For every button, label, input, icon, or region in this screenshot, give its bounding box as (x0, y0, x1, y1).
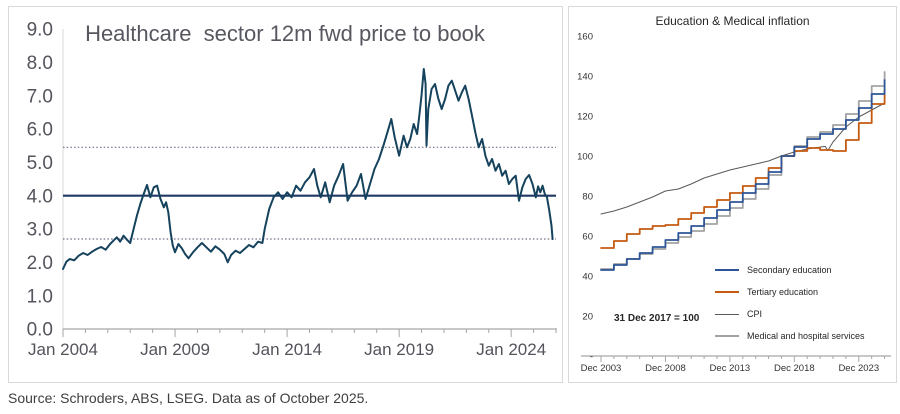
x-tick-label: Jan 2019 (364, 340, 434, 359)
legend-item: Tertiary education (715, 281, 865, 303)
healthcare-chart-plot: Jan 2004 Jan 2009 Jan 2014 Jan 2019 Jan 2024… (27, 20, 557, 359)
y-tick-label: 20 (582, 311, 593, 322)
y-tick-label: 40 (582, 271, 593, 282)
x-tick-label: Dec 2008 (645, 363, 686, 374)
x-tick-label: Jan 2024 (476, 340, 546, 359)
series-line-tertiary-education (600, 89, 886, 249)
x-tick-label: Dec 2003 (581, 363, 622, 374)
y-tick-label: 80 (582, 191, 593, 202)
index-base-note: 31 Dec 2017 = 100 (614, 313, 700, 324)
y-tick-label: 3.0 (27, 220, 53, 241)
x-tick-label: Dec 2013 (710, 363, 751, 374)
legend-swatch (715, 269, 739, 271)
legend-swatch (715, 335, 739, 337)
series-line-secondary-education (600, 79, 886, 271)
y-tick-label: 5.0 (27, 153, 53, 174)
y-tick-label: - (590, 351, 593, 362)
y-tick-label: 60 (582, 231, 593, 242)
series-line-healthcare-sector-12m-fwd-price-to-book (62, 68, 554, 270)
y-tick-label: 4.0 (27, 186, 53, 207)
healthcare-chart-title: Healthcare sector 12m fwd price to book (85, 21, 485, 46)
inflation-chart-title: Education & Medical inflation (655, 14, 810, 28)
series-line-medical-and-hospital-services (600, 71, 886, 270)
x-tick-label: Dec 2018 (774, 363, 815, 374)
y-tick-label: 7.0 (27, 86, 53, 107)
y-tick-label: 160 (577, 31, 593, 42)
x-tick-label: Jan 2014 (252, 340, 322, 359)
legend-label: Tertiary education (747, 287, 819, 297)
legend-item: Medical and hospital services (715, 325, 865, 347)
x-tick-label: Dec 2023 (838, 363, 879, 374)
legend-label: CPI (747, 309, 763, 319)
y-tick-label: 100 (577, 151, 593, 162)
legend-item: Secondary education (715, 259, 865, 281)
y-tick-label: 6.0 (27, 120, 53, 141)
inflation-chart-legend: Secondary education Tertiary education CPI… (715, 259, 865, 347)
inflation-chart-plot: Dec 2003 Dec 2008 Dec 2013 Dec 2018 Dec 2023… (577, 31, 891, 374)
y-tick-label: 9.0 (27, 20, 53, 41)
series-line-cpi (600, 102, 886, 215)
legend-swatch (715, 313, 739, 315)
y-tick-label: 0.0 (27, 320, 53, 341)
y-tick-label: 8.0 (27, 53, 53, 74)
y-tick-label: 1.0 (27, 286, 53, 307)
x-tick-label: Jan 2009 (140, 340, 210, 359)
source-note: Source: Schroders, ABS, LSEG. Data as of… (8, 390, 369, 406)
legend-label: Secondary education (747, 265, 832, 275)
y-tick-label: 140 (577, 71, 593, 82)
inflation-chart-panel: Dec 2003 Dec 2008 Dec 2013 Dec 2018 Dec 2023… (568, 6, 897, 383)
healthcare-chart-panel: Jan 2004 Jan 2009 Jan 2014 Jan 2019 Jan 2024… (8, 6, 563, 383)
legend-swatch (715, 291, 739, 293)
y-tick-label: 120 (577, 111, 593, 122)
legend-label: Medical and hospital services (747, 331, 865, 341)
y-tick-label: 2.0 (27, 253, 53, 274)
x-tick-label: Jan 2004 (28, 340, 98, 359)
legend-item: CPI (715, 303, 865, 325)
